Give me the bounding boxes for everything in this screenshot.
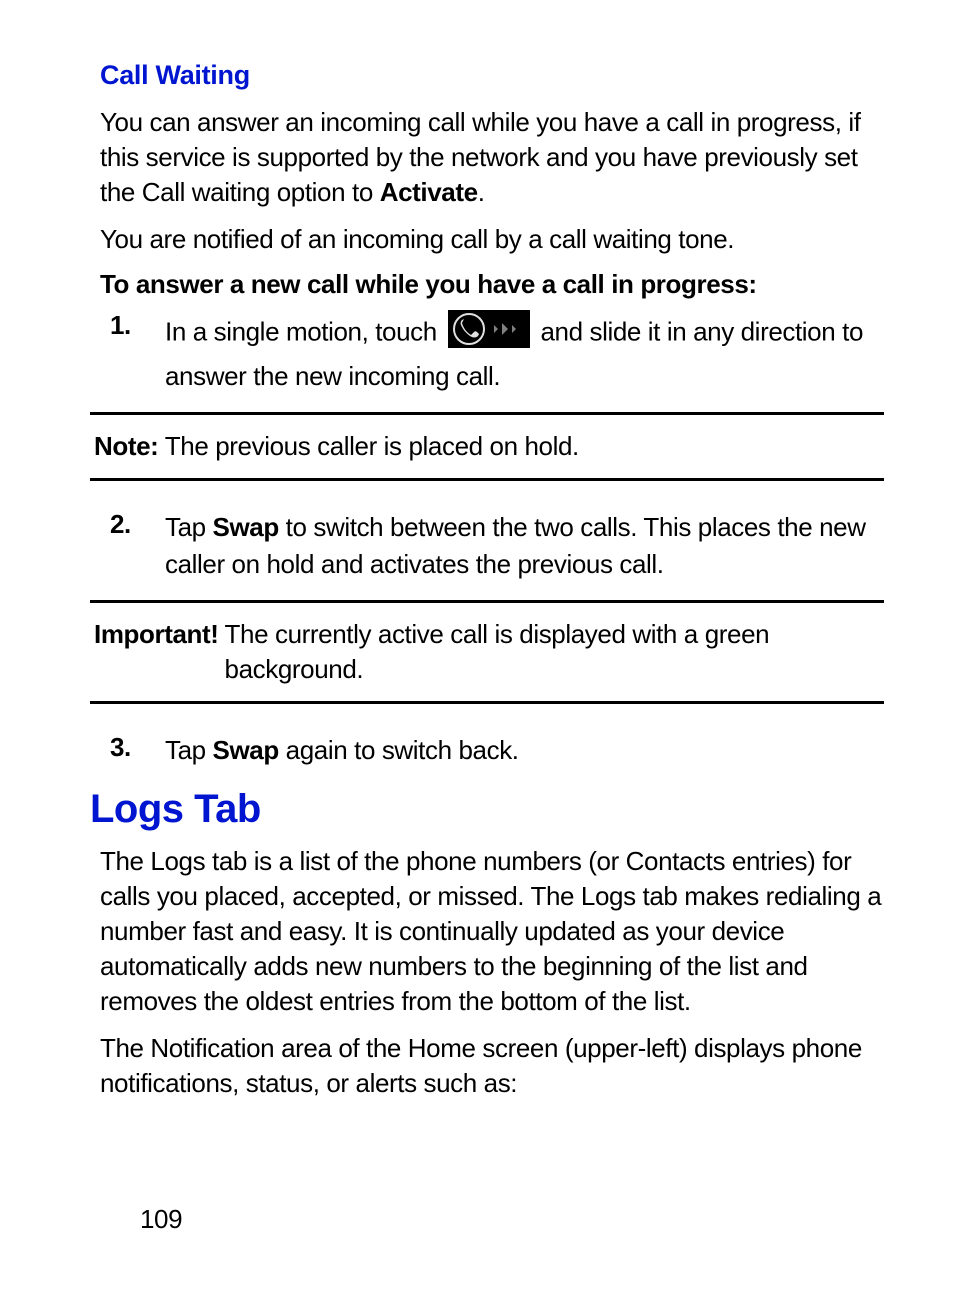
text-bold-activate: Activate — [380, 177, 478, 207]
important-box: Important! The currently active call is … — [90, 600, 884, 704]
text: In a single motion, touch — [165, 317, 444, 347]
step-number: 1. — [110, 310, 165, 394]
step-body: Tap Swap again to switch back. — [165, 732, 884, 768]
heading-call-waiting: Call Waiting — [100, 60, 884, 91]
step-number: 2. — [110, 509, 165, 582]
important-label: Important! — [94, 617, 219, 687]
para-cw-1: You can answer an incoming call while yo… — [100, 105, 884, 210]
step-body: Tap Swap to switch between the two calls… — [165, 509, 884, 582]
text: Tap — [165, 512, 213, 542]
note-box: Note: The previous caller is placed on h… — [90, 412, 884, 481]
heading-logs-tab: Logs Tab — [90, 787, 884, 832]
text: again to switch back. — [279, 735, 519, 765]
text-bold-swap: Swap — [213, 512, 279, 542]
text: . — [478, 177, 485, 207]
answer-call-slide-icon — [448, 310, 530, 357]
note-label: Note: — [94, 431, 158, 461]
manual-page: Call Waiting You can answer an incoming … — [0, 0, 954, 1295]
para-logs-1: The Logs tab is a list of the phone numb… — [100, 844, 884, 1019]
instruction-heading: To answer a new call while you have a ca… — [100, 269, 884, 300]
note-text: The previous caller is placed on hold. — [158, 431, 578, 461]
step-2: 2. Tap Swap to switch between the two ca… — [110, 509, 884, 582]
para-logs-2: The Notification area of the Home screen… — [100, 1031, 884, 1101]
step-body: In a single motion, touch and slide it i… — [165, 310, 884, 394]
para-cw-2: You are notified of an incoming call by … — [100, 222, 884, 257]
text-bold-swap: Swap — [213, 735, 279, 765]
step-number: 3. — [110, 732, 165, 768]
step-3: 3. Tap Swap again to switch back. — [110, 732, 884, 768]
page-number: 109 — [140, 1204, 182, 1235]
text: Tap — [165, 735, 213, 765]
step-1: 1. In a single motion, touch and slide i… — [110, 310, 884, 394]
important-text: The currently active call is displayed w… — [225, 617, 880, 687]
